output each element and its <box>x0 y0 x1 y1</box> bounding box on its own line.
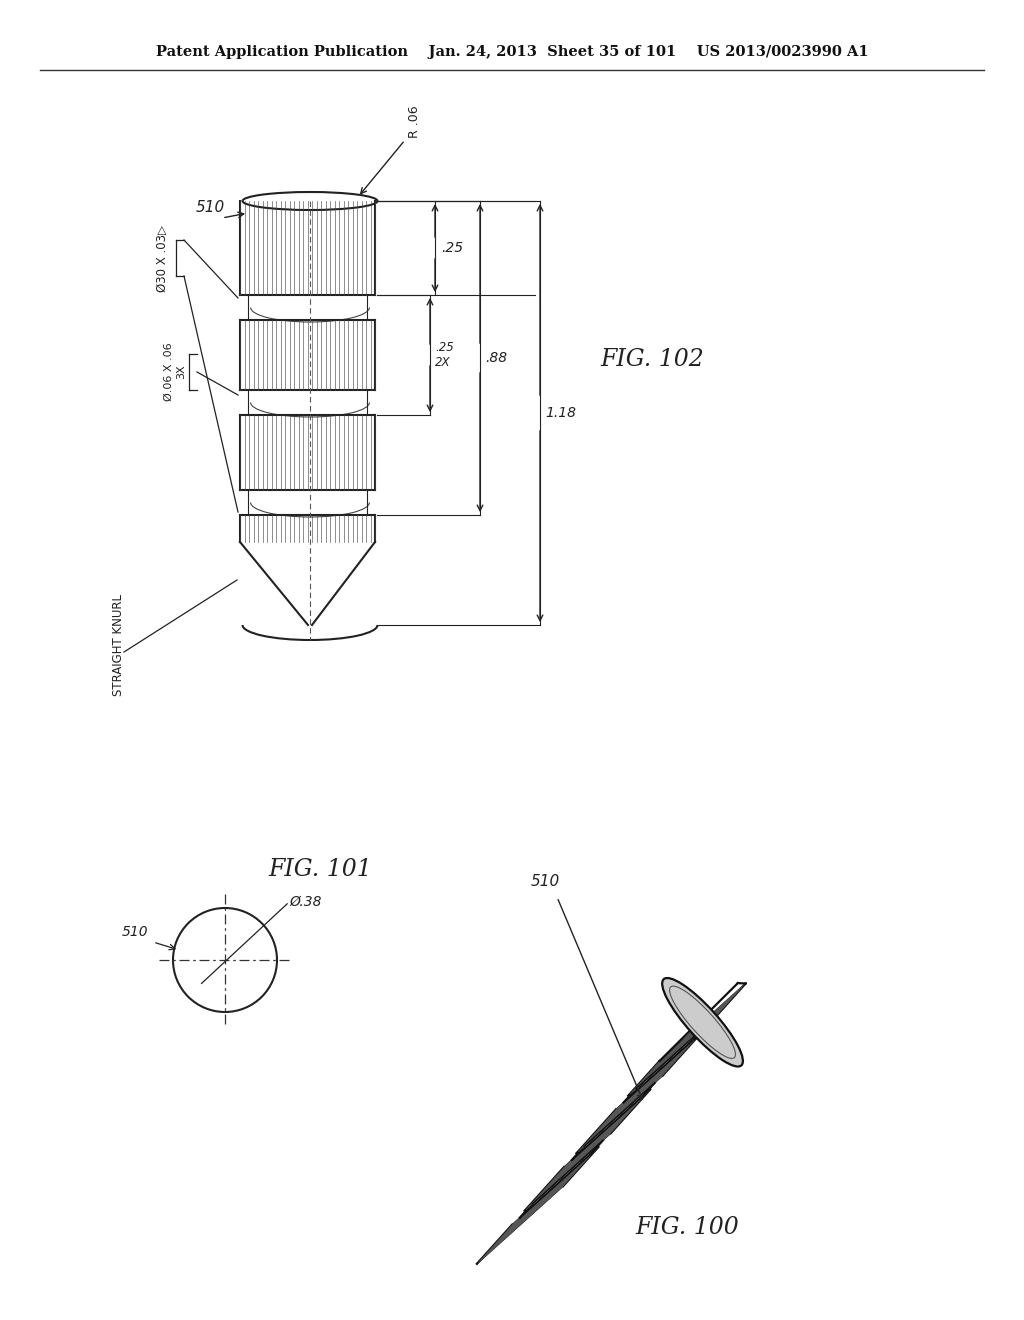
Text: Patent Application Publication    Jan. 24, 2013  Sheet 35 of 101    US 2013/0023: Patent Application Publication Jan. 24, … <box>156 45 868 59</box>
Text: STRAIGHT KNURL: STRAIGHT KNURL <box>112 594 125 696</box>
Text: R .06: R .06 <box>408 106 421 139</box>
Text: Ø.38: Ø.38 <box>289 895 322 908</box>
Text: FIG. 102: FIG. 102 <box>600 348 703 371</box>
Text: .25
2X: .25 2X <box>435 341 454 370</box>
Text: .25: .25 <box>441 242 463 255</box>
Text: .88: .88 <box>485 351 507 366</box>
Text: 510: 510 <box>122 925 148 939</box>
Text: Ø.06 X .06
3X: Ø.06 X .06 3X <box>164 343 185 401</box>
Text: Ø30 X .03▷: Ø30 X .03▷ <box>156 224 169 292</box>
Text: 1.18: 1.18 <box>545 407 575 420</box>
Ellipse shape <box>663 978 743 1067</box>
Text: 510: 510 <box>530 874 560 890</box>
Text: 510: 510 <box>196 201 224 215</box>
Text: FIG. 100: FIG. 100 <box>635 1217 738 1239</box>
Text: FIG. 101: FIG. 101 <box>268 858 372 882</box>
